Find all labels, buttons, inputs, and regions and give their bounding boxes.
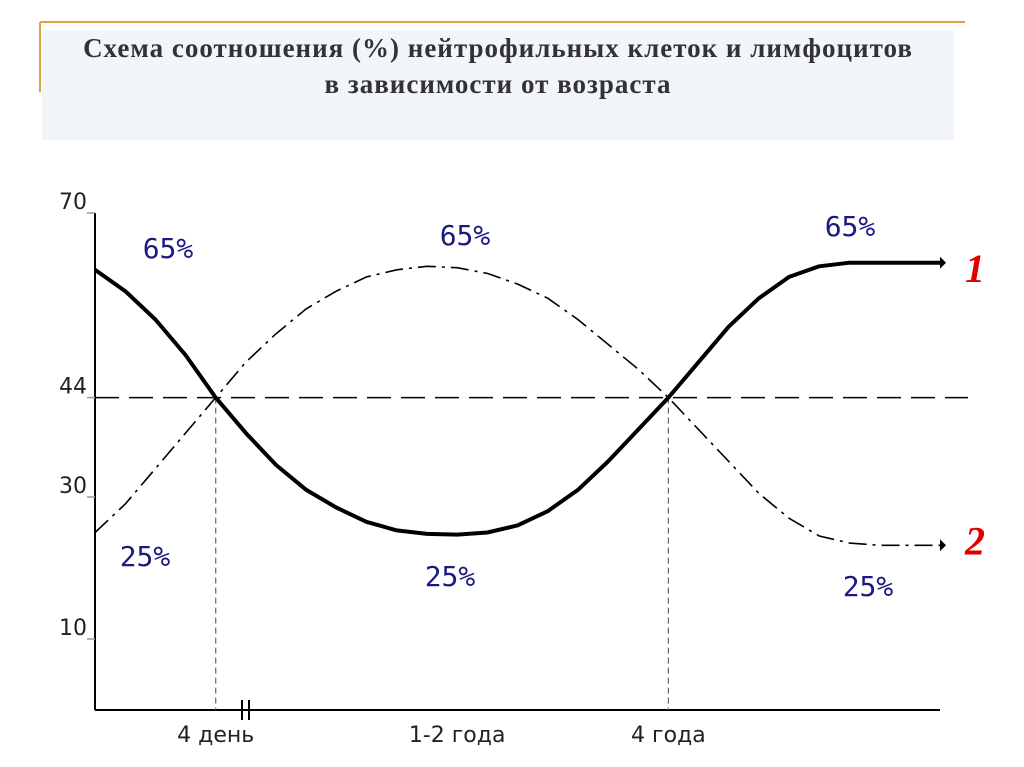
y-tick-label: 10 bbox=[59, 616, 87, 641]
legend-label: 1 bbox=[965, 246, 985, 291]
x-tick-label: 1-2 года bbox=[409, 723, 506, 748]
annotation: 25% bbox=[843, 570, 894, 603]
annotation: 65% bbox=[143, 232, 194, 265]
x-tick-label: 4 года bbox=[631, 723, 706, 748]
y-tick-label: 44 bbox=[59, 375, 87, 400]
annotation: 25% bbox=[425, 560, 476, 593]
y-tick-label: 70 bbox=[59, 190, 87, 215]
chart-title: Схема соотношения (%) нейтрофильных клет… bbox=[42, 30, 954, 140]
legend-label: 2 bbox=[964, 518, 985, 563]
x-tick-label: 4 день bbox=[177, 723, 254, 748]
arrow-head bbox=[940, 539, 946, 552]
arrow-head bbox=[940, 256, 946, 269]
y-tick-label: 30 bbox=[59, 474, 87, 499]
series-line bbox=[93, 260, 940, 537]
annotation: 25% bbox=[120, 540, 171, 573]
annotation: 65% bbox=[825, 210, 876, 243]
series-line bbox=[94, 265, 940, 547]
annotation: 65% bbox=[440, 219, 491, 252]
